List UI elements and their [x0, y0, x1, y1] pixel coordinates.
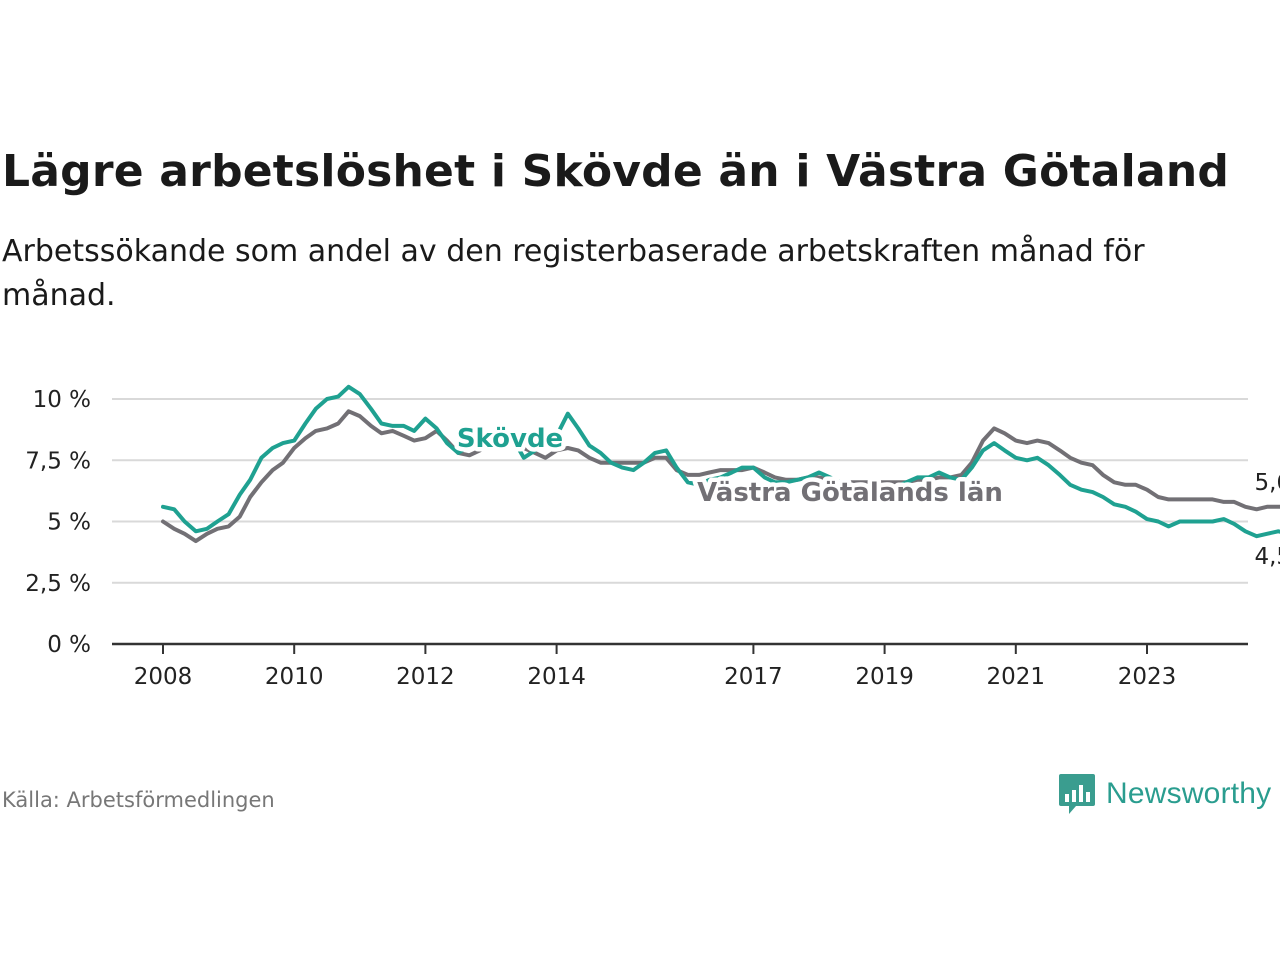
x-axis: 2008 2010 2012 2014 2017 2019 2021 2023 [112, 642, 1248, 690]
series-lines [161, 384, 1280, 544]
x-tick-label: 2017 [724, 664, 783, 690]
x-tick-label: 2023 [1118, 664, 1177, 690]
y-tick-label: 0 % [47, 632, 91, 658]
y-tick-label: 2,5 % [25, 571, 91, 597]
x-tick-label: 2019 [855, 664, 914, 690]
series-name-label: Västra Götalands län [697, 478, 1003, 508]
series-labels: 5,6 % 4,5 % Skövde Västra Götalands län [452, 420, 1280, 570]
x-tick-label: 2014 [527, 664, 586, 690]
series-line [161, 384, 1280, 539]
line-chart: 10 % 7,5 % 5 % 2,5 % 0 % 2008 2010 2012 2014 201… [25, 384, 1280, 690]
brand-name: Newsworthy [1106, 777, 1272, 810]
series-line [161, 409, 1280, 544]
chart-subtitle: Arbetssökande som andel av den registerb… [2, 234, 1145, 313]
y-tick-label: 5 % [47, 510, 91, 536]
bar-chart-speech-bubble-icon [1059, 774, 1095, 814]
end-value-label: 5,6 % [1254, 470, 1280, 496]
y-tick-label: 10 % [33, 387, 91, 413]
x-tick-label: 2008 [134, 664, 193, 690]
brand-logo[interactable]: Newsworthy [1058, 772, 1271, 816]
end-value-label: 4,5 % [1254, 544, 1280, 570]
x-tick-label: 2021 [987, 664, 1046, 690]
y-axis-ticks: 10 % 7,5 % 5 % 2,5 % 0 % [25, 387, 91, 658]
source-note: Källa: Arbetsförmedlingen [2, 788, 275, 812]
x-tick-label: 2012 [396, 664, 455, 690]
x-tick-label: 2010 [265, 664, 324, 690]
gridlines [112, 398, 1248, 584]
series-name-label: Skövde [457, 424, 563, 454]
chart-title: Lägre arbetslöshet i Skövde än i Västra … [2, 146, 1230, 197]
y-tick-label: 7,5 % [25, 448, 91, 474]
